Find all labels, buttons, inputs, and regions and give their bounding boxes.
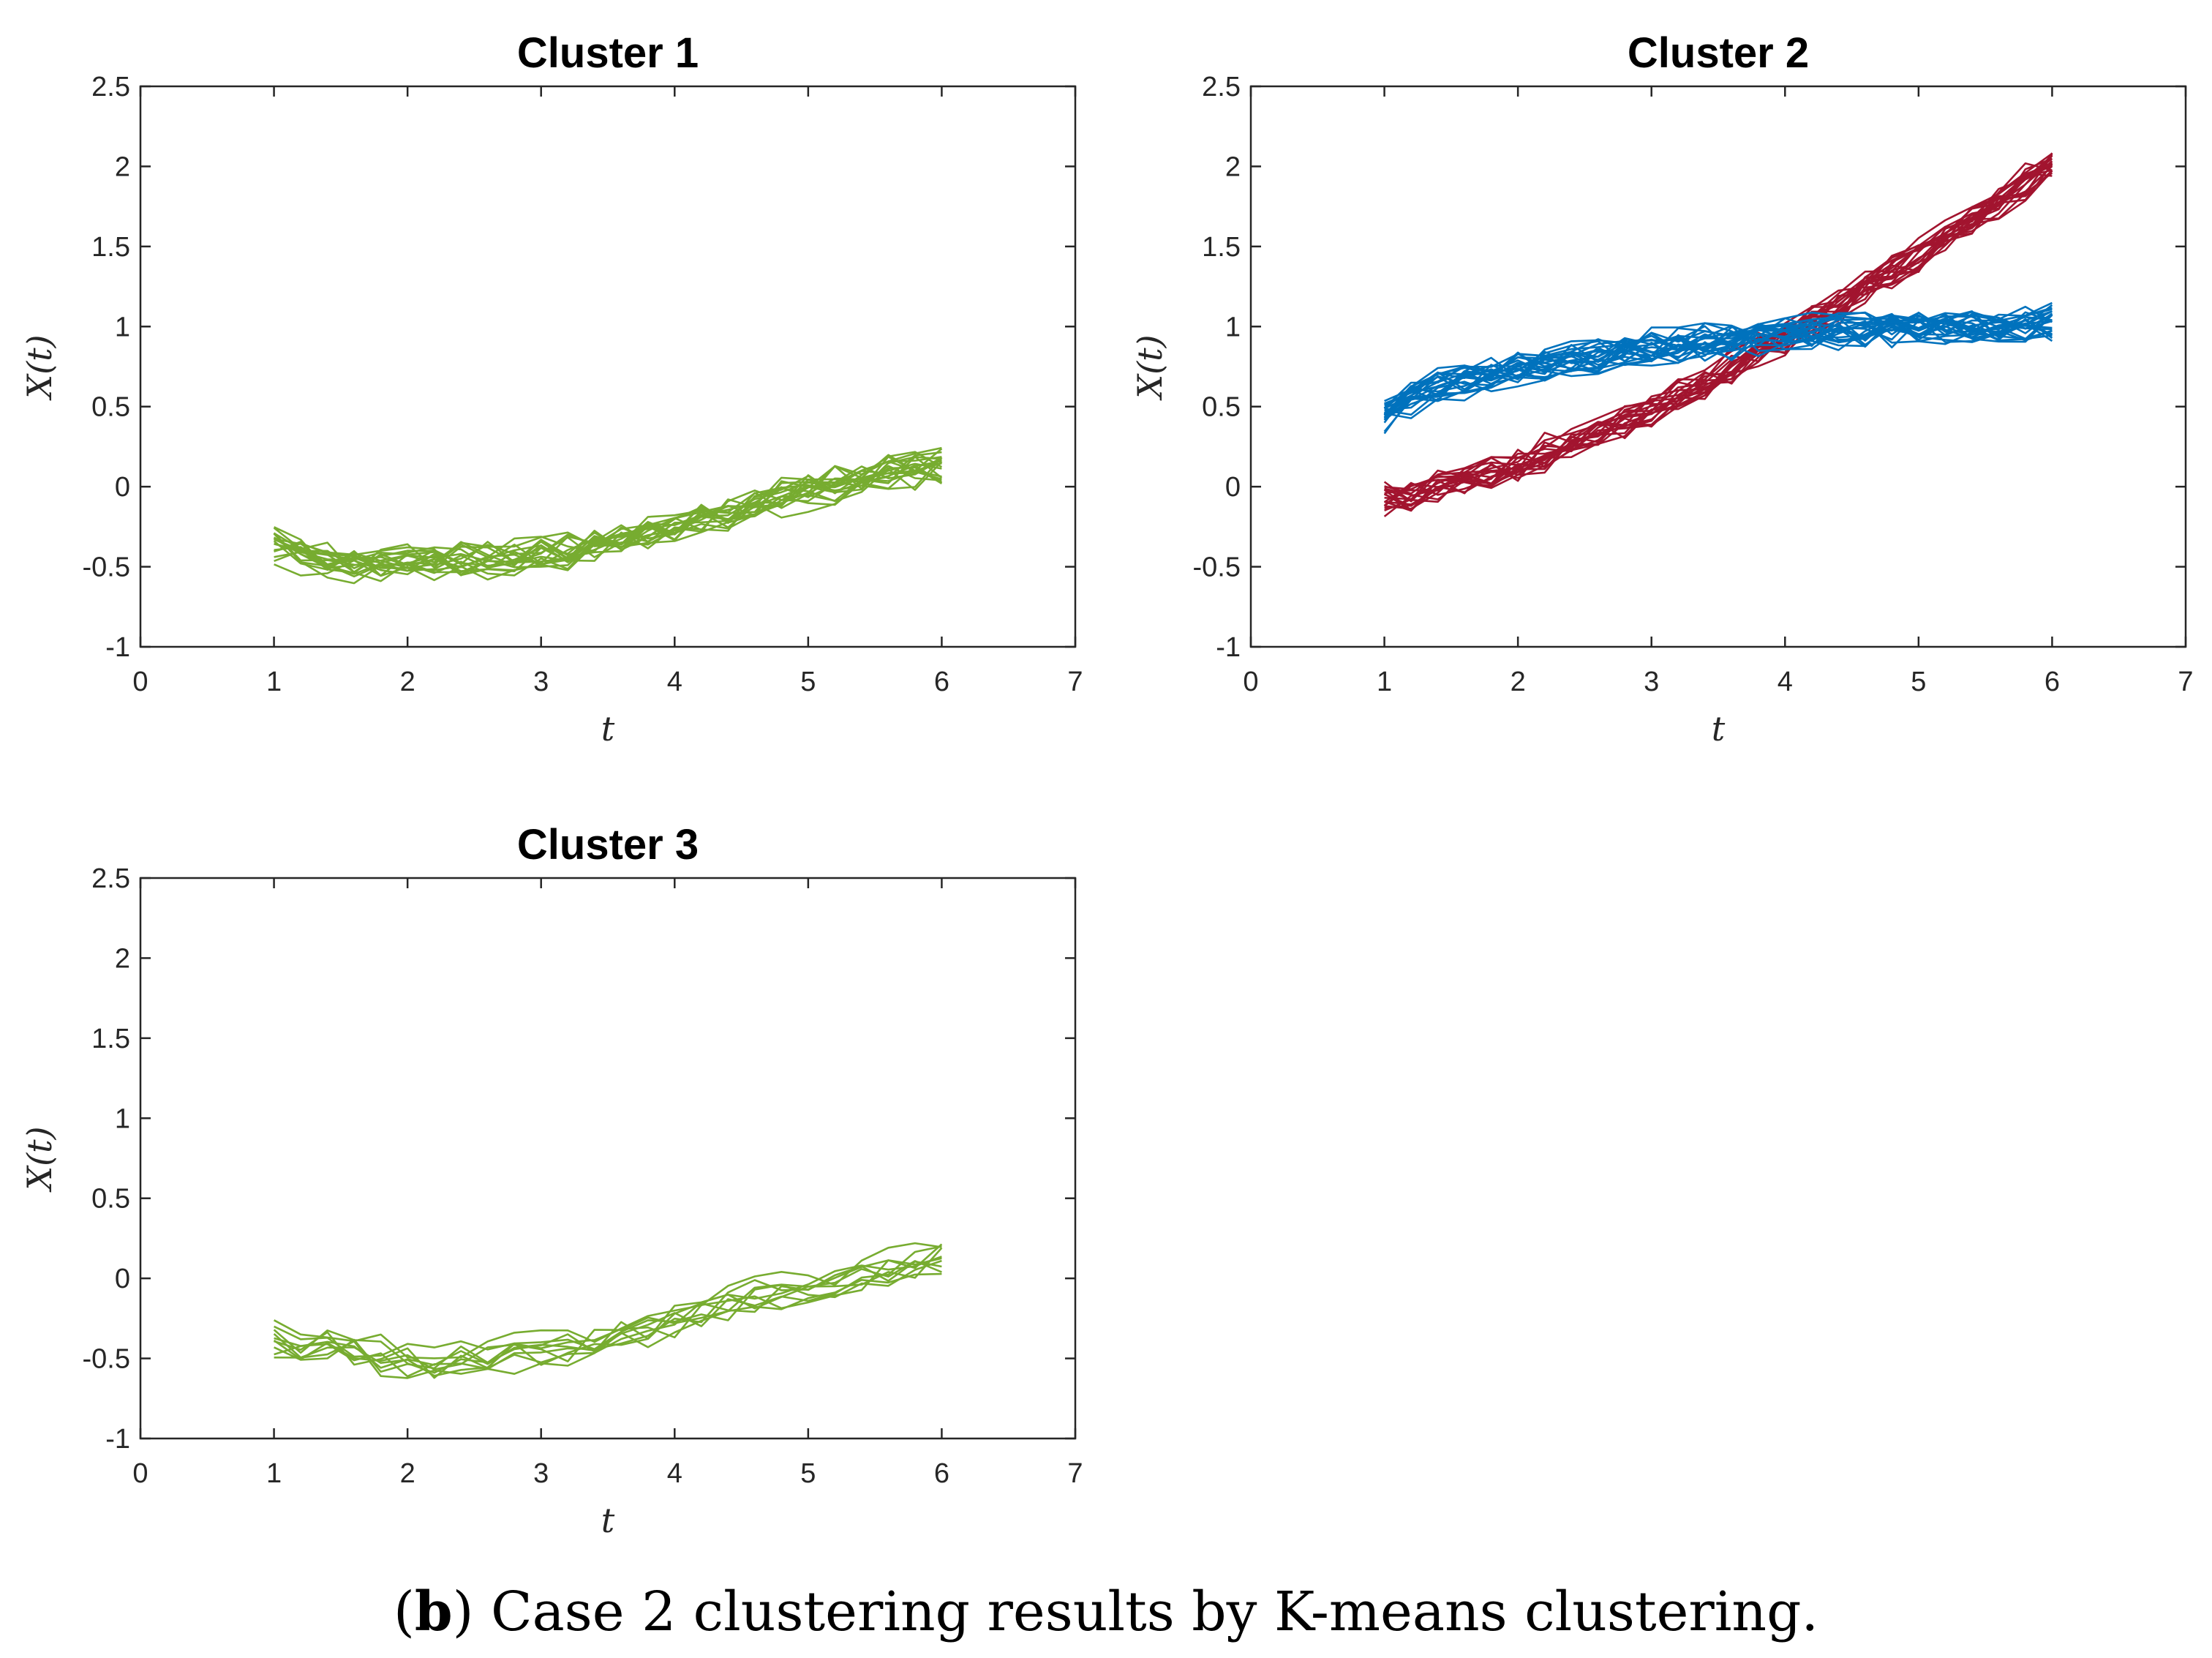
x-tick-label: 6 bbox=[2044, 667, 2060, 697]
y-axis-label: X(t) bbox=[1130, 334, 1170, 400]
x-axis-label: t bbox=[1712, 709, 1726, 749]
y-tick-label: 2 bbox=[115, 151, 130, 182]
x-tick-label: 7 bbox=[2178, 667, 2193, 697]
series-line bbox=[274, 1260, 942, 1373]
y-tick-label: -1 bbox=[1216, 632, 1241, 663]
x-tick-label: 5 bbox=[800, 1458, 816, 1489]
x-tick-label: 2 bbox=[1511, 667, 1526, 697]
x-tick-label: 4 bbox=[667, 1458, 682, 1489]
y-tick-label: 2 bbox=[1225, 151, 1241, 182]
series-line bbox=[274, 466, 943, 576]
x-tick-label: 3 bbox=[1644, 667, 1659, 697]
y-tick-label: 0.5 bbox=[91, 392, 130, 423]
series-line bbox=[1383, 160, 2053, 517]
series-line bbox=[1383, 152, 2053, 507]
chart-panel-cluster-3: 0 1 2 3 4 5 6 7 -1 -0.5 0 0.5 1 1.5 2 2.5 Cluster 3 t X(t) bbox=[20, 821, 1083, 1540]
series-line bbox=[273, 1256, 942, 1374]
y-tick-label: -0.5 bbox=[83, 1344, 130, 1375]
chart-title: Cluster 3 bbox=[517, 821, 699, 869]
x-tick-label: 0 bbox=[132, 667, 148, 697]
chart-panel-cluster-1: 0 1 2 3 4 5 6 7 -1 -0.5 0 0.5 1 1.5 2 2.5 Cluster 1 t X(t) bbox=[20, 29, 1083, 749]
axes-frame bbox=[139, 85, 1077, 648]
x-tick-label: 0 bbox=[132, 1458, 148, 1489]
x-tick-label: 7 bbox=[1067, 667, 1083, 697]
series-line bbox=[273, 470, 942, 577]
series-line bbox=[1383, 310, 2053, 410]
y-tick-label: 0 bbox=[115, 472, 130, 503]
y-tick-label: 0.5 bbox=[91, 1184, 130, 1215]
y-tick-label: -0.5 bbox=[1193, 552, 1241, 583]
y-axis-label: X(t) bbox=[20, 1126, 59, 1192]
x-tick-label: 6 bbox=[934, 667, 949, 697]
x-axis-label: t bbox=[601, 709, 615, 749]
y-tick-label: 1 bbox=[1225, 312, 1241, 342]
series-group-D bbox=[273, 1242, 943, 1379]
x-tick-label: 1 bbox=[266, 1458, 282, 1489]
y-tick-label: -0.5 bbox=[83, 552, 130, 583]
chart-title: Cluster 1 bbox=[517, 29, 699, 77]
caption-label: b bbox=[414, 1580, 453, 1643]
plot-area bbox=[140, 86, 1075, 647]
series-line bbox=[1383, 162, 2053, 503]
series-line bbox=[274, 1245, 942, 1369]
plot-area bbox=[140, 878, 1075, 1438]
y-tick-label: 0 bbox=[115, 1264, 130, 1294]
y-tick-label: 1.5 bbox=[91, 1024, 130, 1054]
y-tick-label: 1 bbox=[115, 312, 130, 342]
series-line bbox=[1384, 312, 2053, 405]
series-line bbox=[273, 1260, 942, 1370]
series-group-B bbox=[1383, 152, 2053, 517]
x-tick-label: 4 bbox=[1778, 667, 1793, 697]
x-tick-label: 1 bbox=[266, 667, 282, 697]
y-tick-label: 1.5 bbox=[1202, 232, 1241, 263]
axes-frame bbox=[139, 877, 1077, 1440]
x-tick-label: 4 bbox=[667, 667, 682, 697]
y-tick-label: 2 bbox=[115, 943, 130, 974]
y-tick-label: 0.5 bbox=[1202, 392, 1241, 423]
x-axis-label: t bbox=[601, 1501, 615, 1540]
series-line bbox=[274, 456, 942, 576]
x-tick-label: 7 bbox=[1067, 1458, 1083, 1489]
y-tick-label: 2.5 bbox=[91, 72, 130, 102]
x-tick-label: 1 bbox=[1377, 667, 1392, 697]
chart-title: Cluster 2 bbox=[1628, 29, 1809, 77]
y-tick-label: 1 bbox=[115, 1103, 130, 1134]
x-tick-label: 3 bbox=[533, 667, 549, 697]
series-line bbox=[1383, 320, 2053, 421]
figure-caption: (b) Case 2 clustering results by K-means… bbox=[394, 1580, 1818, 1643]
series-group-C bbox=[1383, 301, 2053, 435]
x-tick-label: 5 bbox=[800, 667, 816, 697]
axes-frame bbox=[1249, 85, 2187, 648]
y-tick-label: 0 bbox=[1225, 472, 1241, 503]
series-line bbox=[1384, 163, 2053, 507]
x-tick-label: 0 bbox=[1243, 667, 1258, 697]
x-tick-label: 2 bbox=[400, 667, 415, 697]
y-tick-label: 2.5 bbox=[91, 863, 130, 894]
y-tick-label: -1 bbox=[105, 632, 130, 663]
caption-text: Case 2 clustering results by K-means clu… bbox=[473, 1580, 1818, 1643]
x-tick-label: 2 bbox=[400, 1458, 415, 1489]
x-tick-label: 5 bbox=[1911, 667, 1926, 697]
y-tick-label: 2.5 bbox=[1202, 72, 1241, 102]
x-tick-label: 3 bbox=[533, 1458, 549, 1489]
series-line bbox=[1383, 307, 2053, 415]
series-line bbox=[1383, 322, 2053, 415]
series-line bbox=[273, 1257, 942, 1377]
y-axis-label: X(t) bbox=[20, 334, 59, 400]
series-line bbox=[1383, 305, 2053, 419]
series-line bbox=[274, 458, 943, 564]
chart-panel-cluster-2: 0 1 2 3 4 5 6 7 -1 -0.5 0 0.5 1 1.5 2 2.5 Cluster 2 t X(t) bbox=[1130, 29, 2194, 749]
y-tick-label: -1 bbox=[105, 1424, 130, 1455]
series-group-A bbox=[273, 446, 943, 585]
series-line bbox=[274, 1247, 943, 1379]
y-tick-label: 1.5 bbox=[91, 232, 130, 263]
x-tick-label: 6 bbox=[934, 1458, 949, 1489]
series-line bbox=[1384, 165, 2053, 500]
series-line bbox=[274, 456, 942, 575]
